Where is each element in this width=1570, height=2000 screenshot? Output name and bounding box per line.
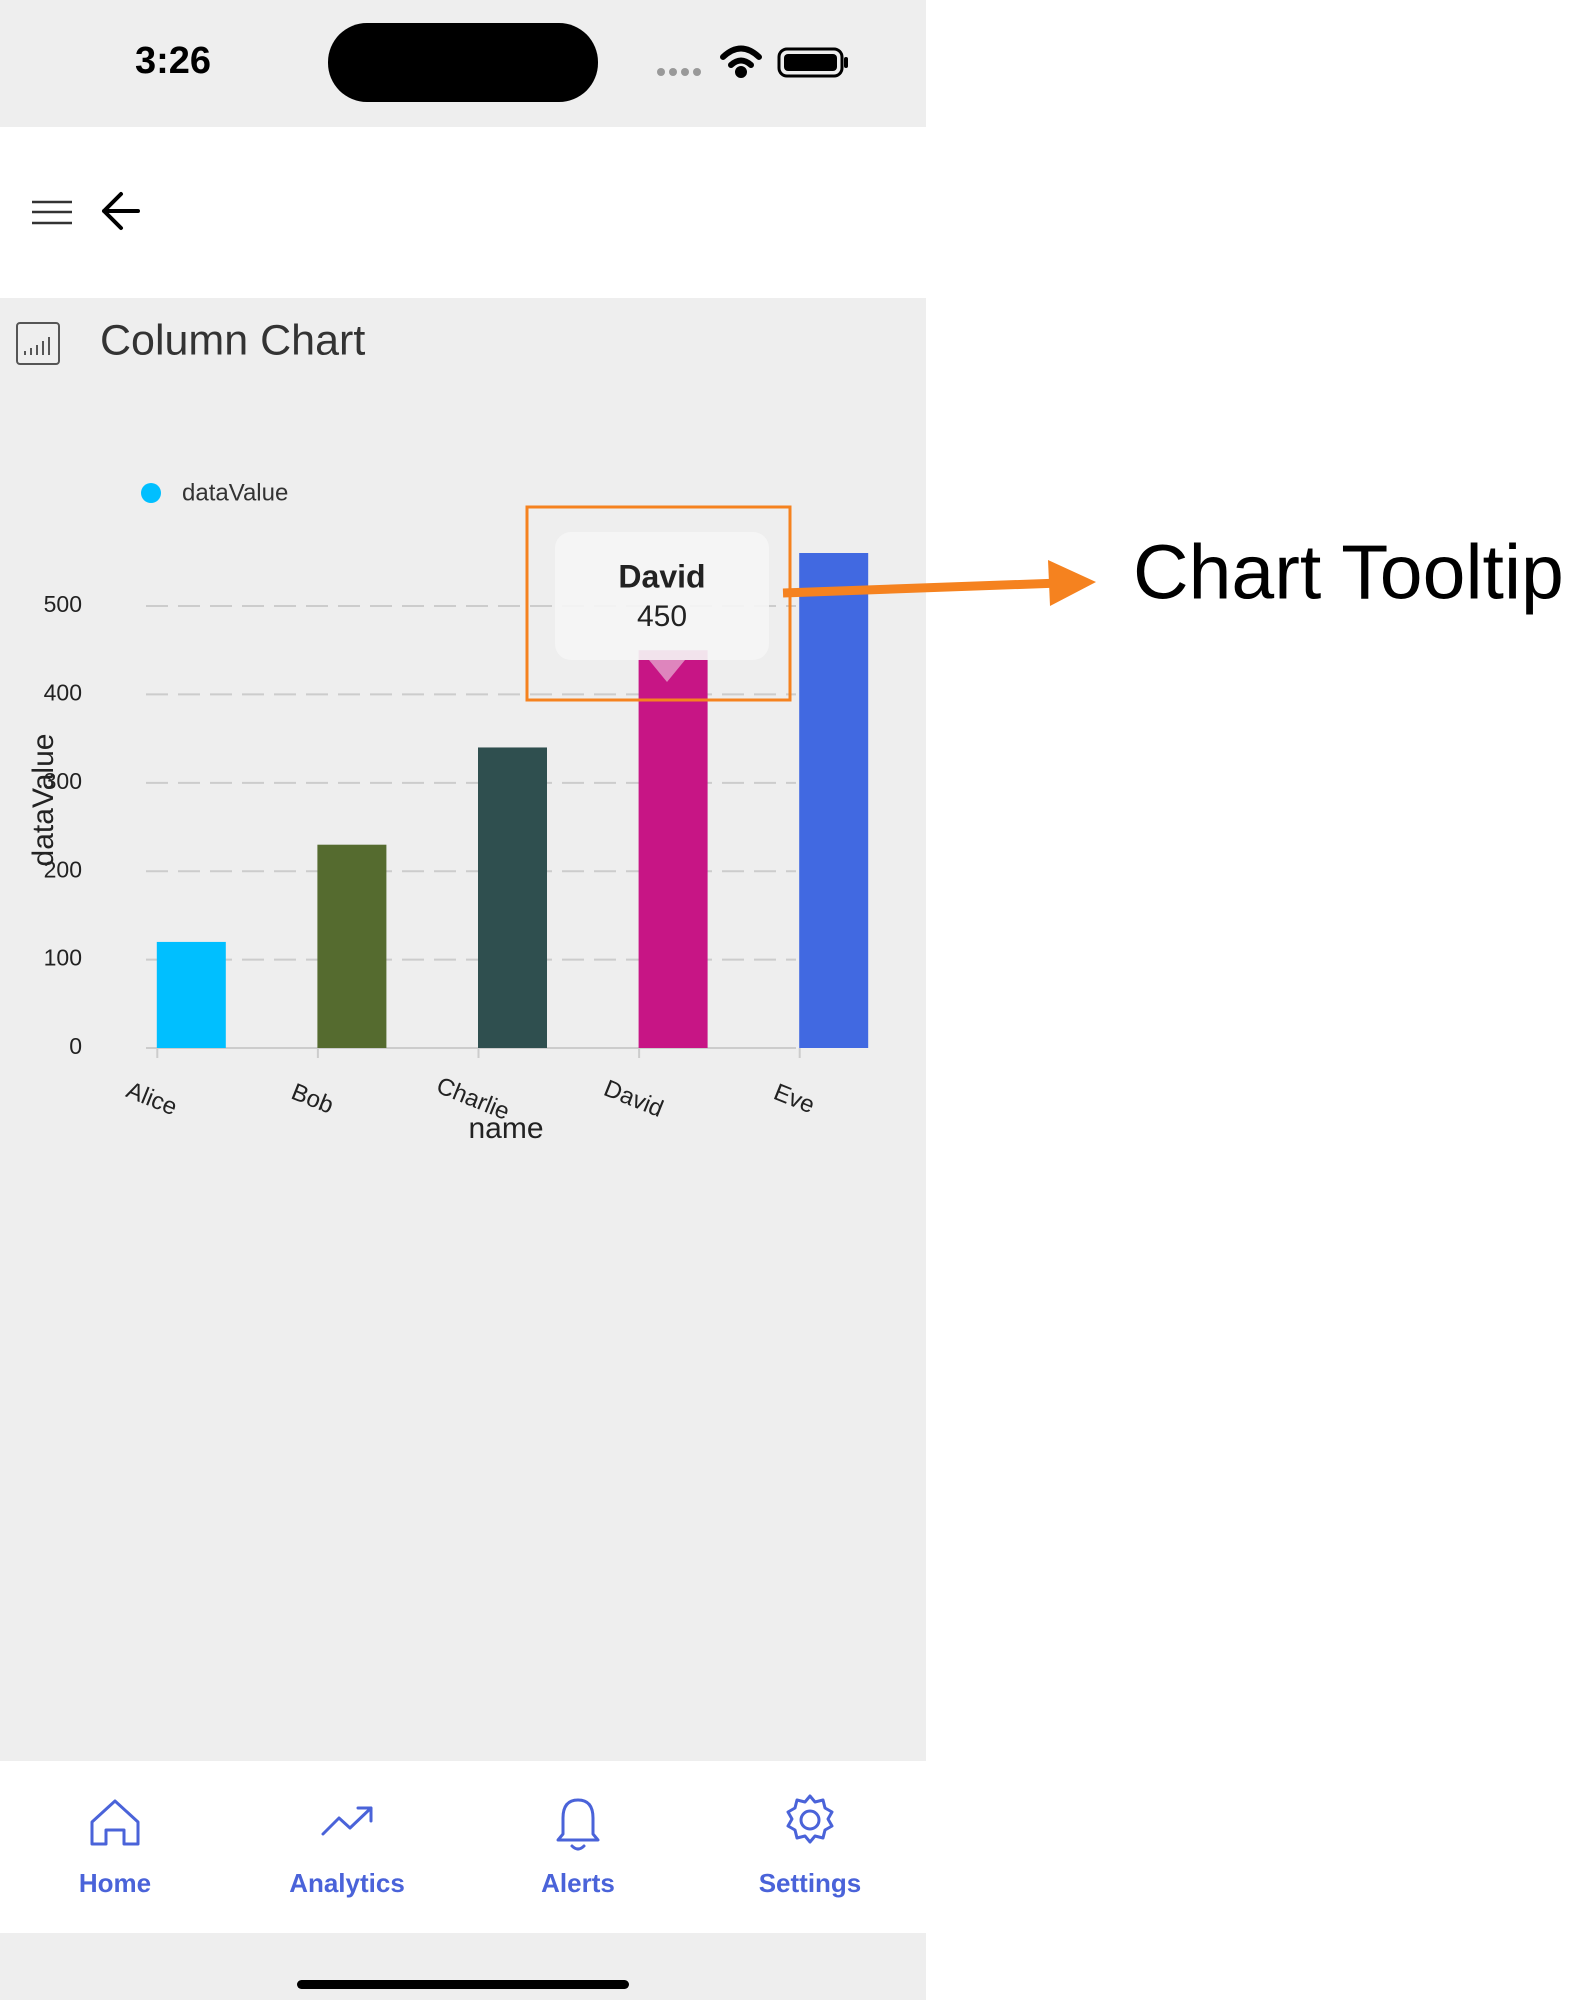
signal-icon xyxy=(657,68,701,76)
x-axis-title: name xyxy=(468,1112,543,1145)
tooltip xyxy=(555,532,769,660)
tooltip-pointer xyxy=(649,660,685,682)
nav-item[interactable]: Analytics xyxy=(289,1868,405,1898)
nav-item[interactable]: Settings xyxy=(759,1868,862,1898)
tooltip-title: David xyxy=(618,558,705,594)
page-title: Column Chart xyxy=(100,316,365,364)
bar xyxy=(478,747,547,1048)
bar xyxy=(156,941,226,1048)
y-tick-label: 400 xyxy=(44,680,82,706)
bar xyxy=(638,650,708,1048)
back-button[interactable] xyxy=(102,192,140,230)
home-indicator xyxy=(297,1980,629,1989)
y-tick-label: 100 xyxy=(44,945,82,971)
nav-icons xyxy=(90,1794,834,1851)
content xyxy=(0,298,926,1761)
chart-icon xyxy=(16,322,60,365)
nav-labels: Home Analytics Alerts Settings xyxy=(79,1868,861,1898)
bar xyxy=(317,844,387,1048)
menu-button[interactable] xyxy=(32,200,72,225)
nav-item[interactable]: Alerts xyxy=(541,1868,615,1898)
tooltip-value: 450 xyxy=(637,600,687,633)
annotation-arrowhead xyxy=(1048,560,1096,606)
legend-label: dataValue xyxy=(182,479,288,506)
bottom-nav xyxy=(0,1761,926,1933)
y-tick-label: 200 xyxy=(44,856,82,882)
header xyxy=(0,127,926,298)
wifi-icon xyxy=(720,45,762,78)
legend-marker xyxy=(141,483,161,503)
y-tick-label: 300 xyxy=(44,768,82,794)
battery-icon xyxy=(777,47,848,78)
dynamic-island xyxy=(328,23,598,102)
y-tick-label: 0 xyxy=(69,1033,82,1059)
annotation: Chart Tooltip xyxy=(1133,529,1564,615)
highlight-box xyxy=(525,505,792,702)
annotation-arrow xyxy=(782,578,1061,598)
y-tick-label: 500 xyxy=(44,591,82,617)
nav-item[interactable]: Home xyxy=(79,1868,151,1898)
y-axis-title: dataValue xyxy=(27,734,60,867)
home-area xyxy=(0,1933,926,2000)
bar xyxy=(799,553,869,1048)
status-time: 3:26 xyxy=(135,40,211,82)
